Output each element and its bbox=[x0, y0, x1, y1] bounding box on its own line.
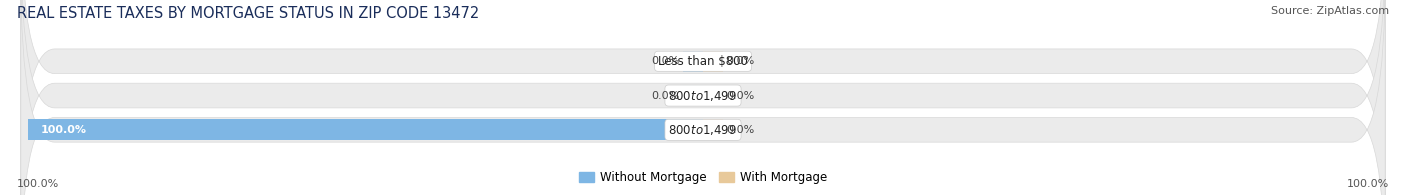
FancyBboxPatch shape bbox=[21, 0, 1385, 195]
Text: 100.0%: 100.0% bbox=[41, 125, 87, 135]
FancyBboxPatch shape bbox=[21, 0, 1385, 195]
Bar bbox=[703, 51, 723, 72]
Bar bbox=[703, 85, 723, 106]
Bar bbox=[683, 85, 703, 106]
Text: Less than $800: Less than $800 bbox=[658, 55, 748, 68]
FancyBboxPatch shape bbox=[21, 0, 1385, 195]
Text: 0.0%: 0.0% bbox=[651, 56, 679, 66]
Text: 100.0%: 100.0% bbox=[17, 179, 59, 189]
Bar bbox=[28, 119, 703, 140]
Text: 0.0%: 0.0% bbox=[727, 56, 755, 66]
Text: 100.0%: 100.0% bbox=[1347, 179, 1389, 189]
Text: 0.0%: 0.0% bbox=[727, 125, 755, 135]
Legend: Without Mortgage, With Mortgage: Without Mortgage, With Mortgage bbox=[574, 167, 832, 189]
Bar bbox=[683, 51, 703, 72]
Text: $800 to $1,499: $800 to $1,499 bbox=[668, 123, 738, 137]
Text: Source: ZipAtlas.com: Source: ZipAtlas.com bbox=[1271, 6, 1389, 16]
Text: 0.0%: 0.0% bbox=[727, 90, 755, 101]
Text: 0.0%: 0.0% bbox=[651, 90, 679, 101]
Text: $800 to $1,499: $800 to $1,499 bbox=[668, 89, 738, 103]
Text: REAL ESTATE TAXES BY MORTGAGE STATUS IN ZIP CODE 13472: REAL ESTATE TAXES BY MORTGAGE STATUS IN … bbox=[17, 6, 479, 21]
Bar bbox=[703, 119, 723, 140]
